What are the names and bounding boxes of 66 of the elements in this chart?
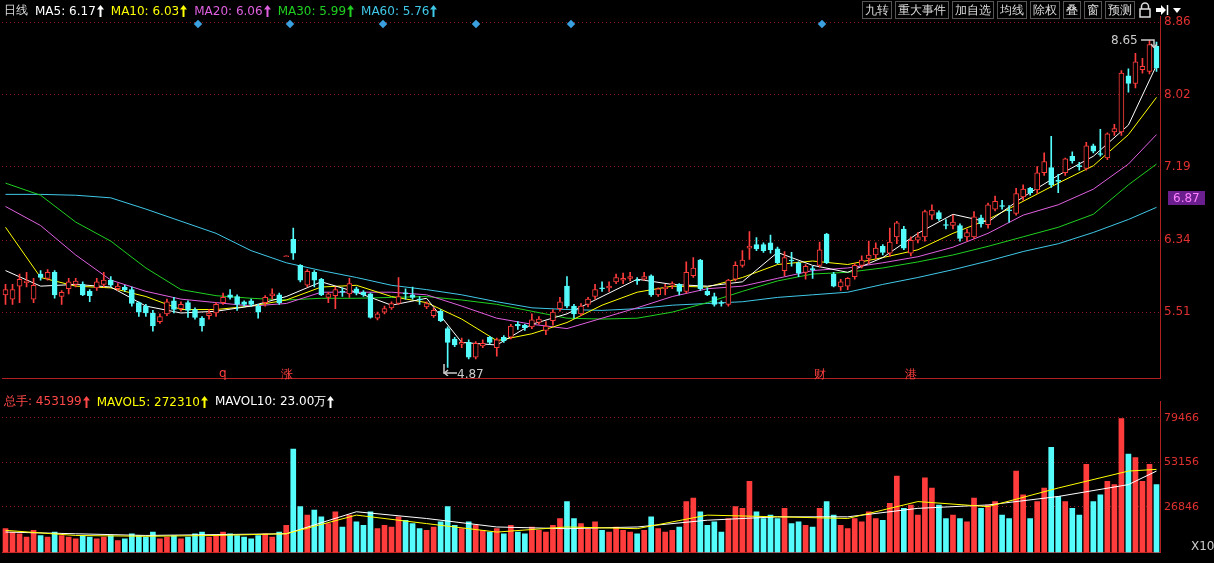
- bar: [507, 524, 514, 553]
- annotation: 8.65: [1111, 33, 1138, 47]
- bar: [1062, 501, 1069, 553]
- bar: [1090, 501, 1097, 553]
- bar: [304, 514, 311, 553]
- annotation: 九转: [862, 1, 892, 19]
- y-tick-label: 79466: [1164, 410, 1199, 424]
- candlestick: [269, 288, 276, 300]
- candlestick: [620, 272, 626, 284]
- bar: [634, 533, 640, 553]
- bar: [283, 524, 290, 553]
- bar: [950, 514, 956, 553]
- legend-label: MA5: 6.17: [35, 3, 96, 18]
- candlestick: [865, 240, 872, 264]
- bar: [676, 526, 683, 553]
- y-tick-label: 5.51: [1164, 304, 1191, 319]
- candlestick: [634, 277, 640, 285]
- bar: [599, 530, 605, 553]
- legend-label: MA30: 5.99: [277, 3, 347, 18]
- bar: [451, 524, 458, 553]
- bar: [978, 508, 984, 553]
- text: 6.87: [1168, 191, 1205, 205]
- candlestick: [599, 281, 605, 292]
- annotation: 日线: [4, 2, 28, 19]
- bar: [957, 518, 963, 553]
- legend-label: MA10: 6.03: [110, 3, 180, 18]
- legend-label: MAVOL5: 272310: [96, 394, 200, 409]
- annotation: 窗: [1084, 1, 1102, 19]
- annotation: q: [219, 366, 227, 380]
- candlestick: [458, 337, 465, 348]
- annotation: 均线: [997, 1, 1027, 19]
- bar: [458, 528, 465, 553]
- bar: [641, 530, 647, 553]
- bar: [486, 531, 493, 553]
- legend-label: MA60: 5.76: [361, 3, 430, 18]
- bar: [1027, 518, 1033, 553]
- legend-label: MAVOL10: 23.00万: [214, 393, 327, 410]
- y-tick-label: 26846: [1164, 499, 1199, 513]
- annotation: 涨: [281, 366, 293, 383]
- annotation: 港: [905, 366, 917, 383]
- y-tick-label: 7.19: [1164, 158, 1191, 173]
- annotation: 4.87: [457, 367, 484, 381]
- y-tick-label: 8.86: [1164, 14, 1191, 29]
- annotation: 叠: [1063, 1, 1081, 19]
- annotation: 除权: [1030, 1, 1060, 19]
- bar: [648, 516, 655, 553]
- y-tick-label: 53156: [1164, 455, 1199, 469]
- bar: [276, 531, 283, 553]
- bar: [465, 521, 472, 553]
- annotation: 预测: [1105, 1, 1135, 19]
- text: X10: [1191, 539, 1214, 553]
- bar: [1083, 463, 1090, 553]
- annotation: 重大事件: [895, 1, 949, 19]
- bar: [493, 528, 500, 553]
- y-tick-label: 6.34: [1164, 232, 1191, 247]
- y-tick-label: 8.02: [1164, 86, 1191, 101]
- bar: [879, 519, 886, 553]
- annotation: 加自选: [952, 1, 994, 19]
- bar: [114, 540, 121, 553]
- bar: [500, 533, 507, 553]
- legend-label: 总手: 453199: [4, 393, 82, 410]
- candlestick: [1006, 205, 1012, 223]
- legend-label: MA20: 6.06: [194, 3, 263, 18]
- bar: [178, 538, 184, 553]
- bar: [901, 508, 907, 553]
- annotation: 财: [814, 366, 826, 383]
